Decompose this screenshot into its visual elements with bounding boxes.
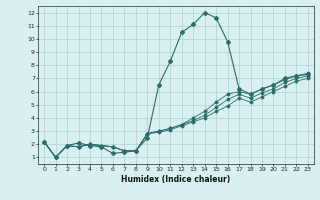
X-axis label: Humidex (Indice chaleur): Humidex (Indice chaleur): [121, 175, 231, 184]
